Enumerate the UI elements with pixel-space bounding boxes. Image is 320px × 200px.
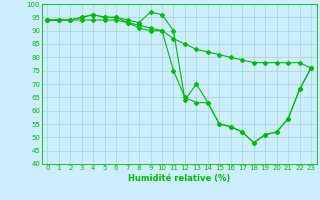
X-axis label: Humidité relative (%): Humidité relative (%): [128, 174, 230, 183]
